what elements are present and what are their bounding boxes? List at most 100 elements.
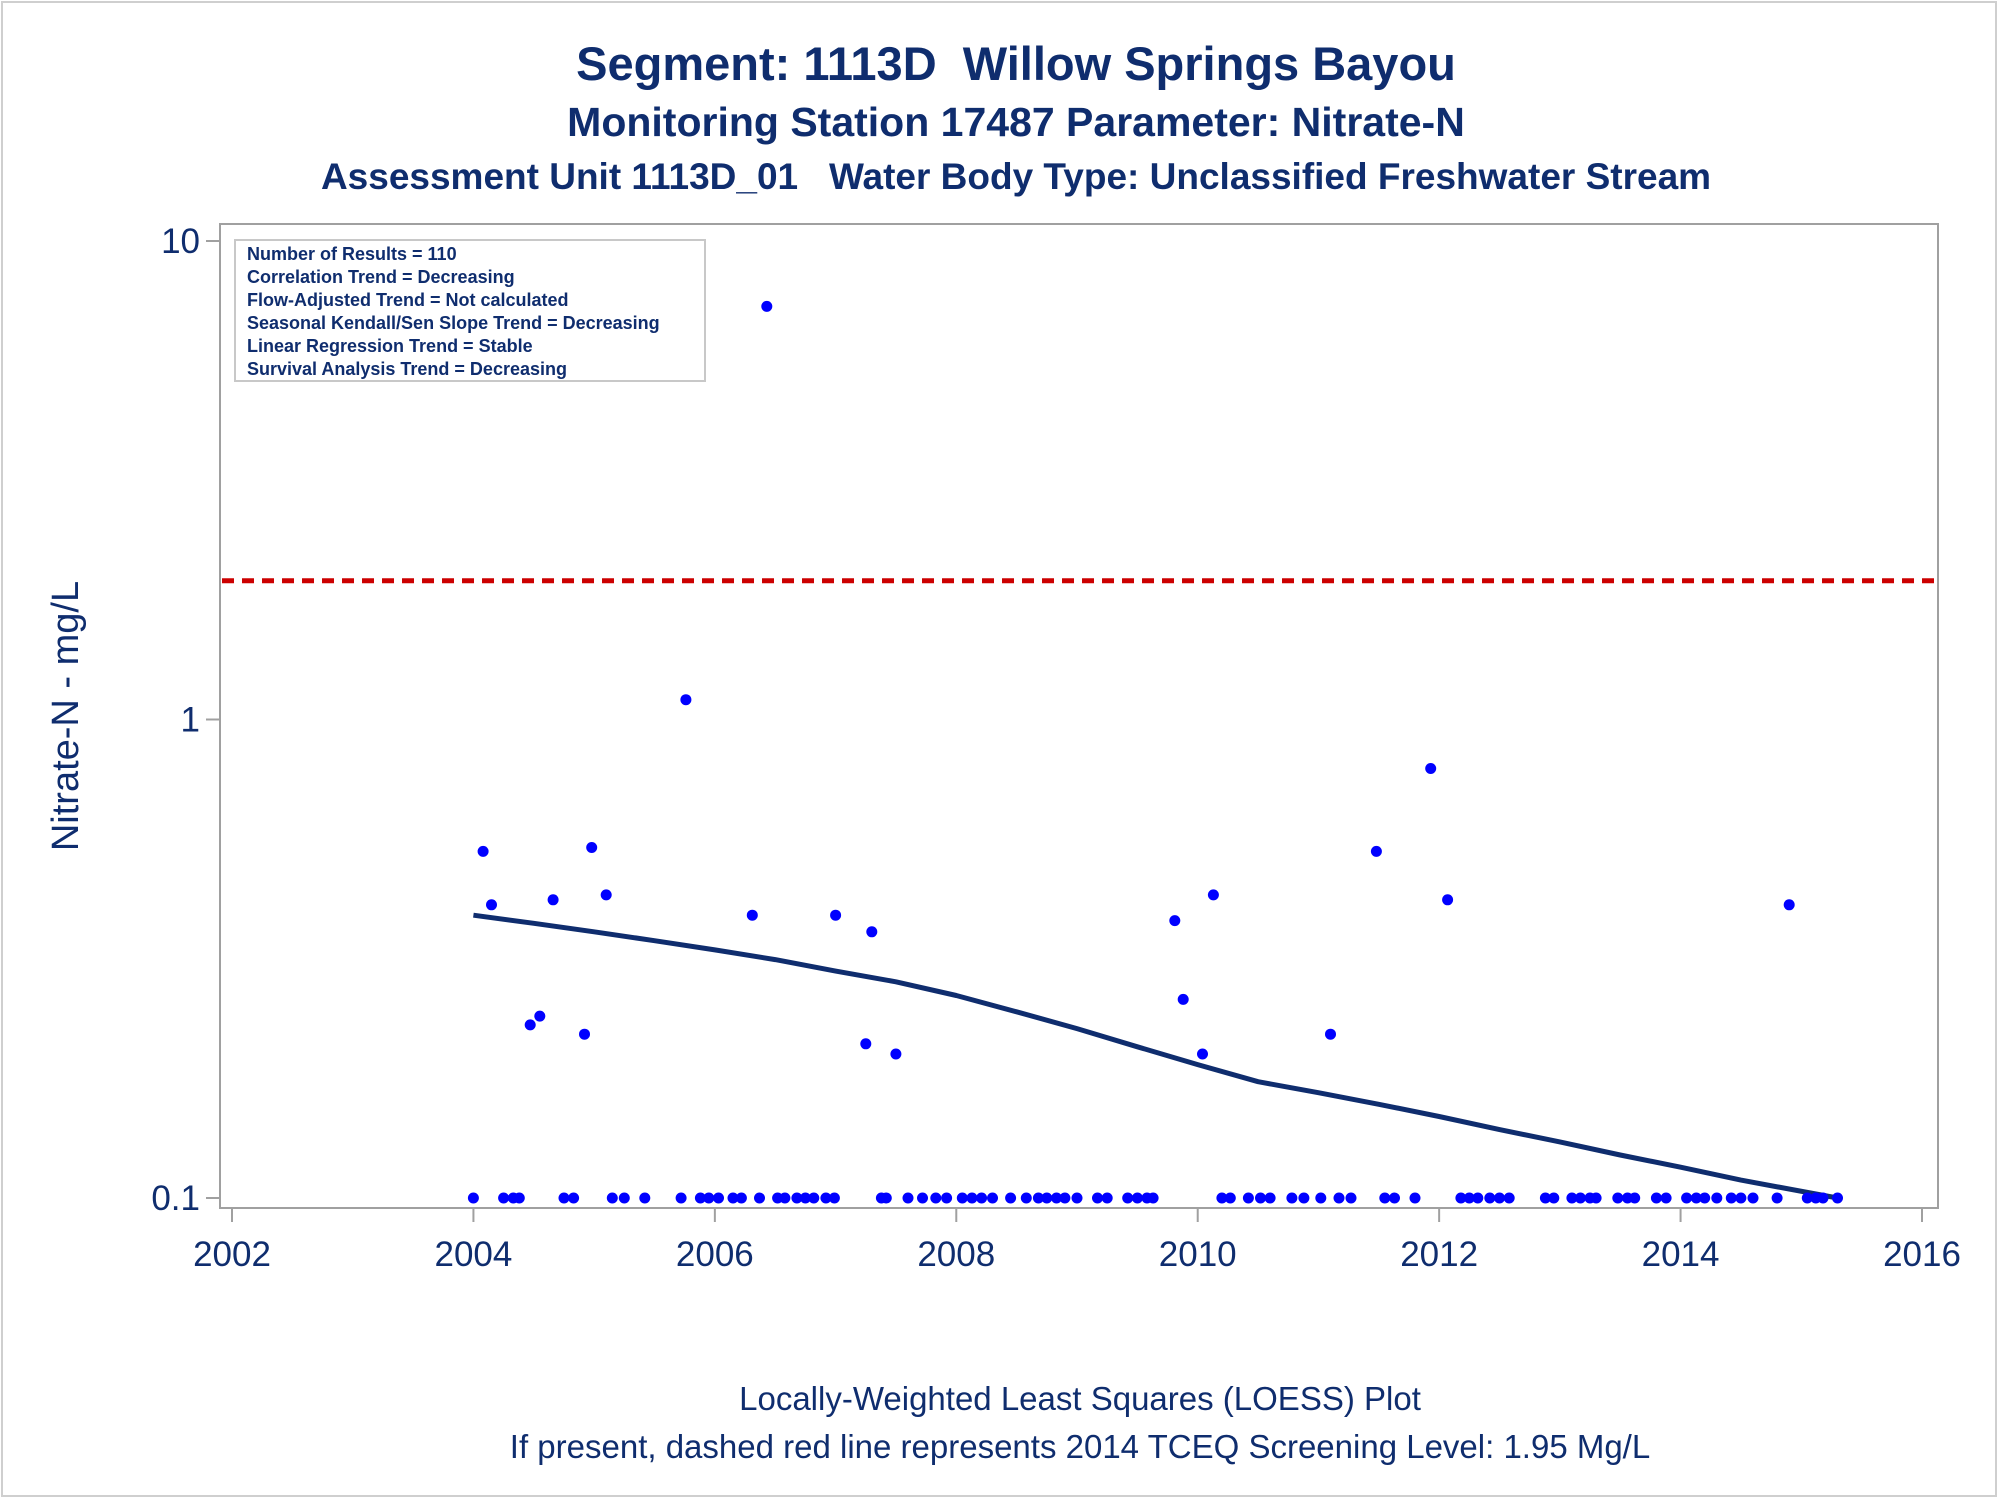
data-point bbox=[880, 1192, 892, 1204]
x-tick-label: 2004 bbox=[434, 1235, 512, 1274]
data-point bbox=[1832, 1192, 1843, 1204]
data-point bbox=[568, 1192, 580, 1204]
data-point bbox=[1242, 1192, 1254, 1204]
stats-box bbox=[234, 239, 706, 382]
stats-line: Correlation Trend = Decreasing bbox=[247, 267, 515, 287]
data-point bbox=[1442, 894, 1454, 906]
y-tick-label: 0.1 bbox=[151, 1179, 200, 1218]
data-point bbox=[830, 909, 842, 921]
footnote-loess: Locally-Weighted Least Squares (LOESS) P… bbox=[739, 1380, 1421, 1417]
stats-line: Survival Analysis Trend = Decreasing bbox=[247, 359, 567, 379]
data-point bbox=[890, 1048, 902, 1060]
stats-line: Linear Regression Trend = Stable bbox=[247, 336, 533, 356]
data-point bbox=[779, 1192, 791, 1204]
data-point bbox=[1315, 1192, 1327, 1204]
data-point bbox=[1817, 1192, 1829, 1204]
data-point bbox=[860, 1038, 872, 1050]
data-point bbox=[1612, 1192, 1624, 1204]
data-point bbox=[1325, 1028, 1336, 1040]
data-point bbox=[680, 694, 692, 706]
data-point bbox=[1711, 1192, 1723, 1204]
data-point bbox=[1699, 1192, 1711, 1204]
data-point bbox=[1216, 1192, 1228, 1204]
data-point bbox=[1197, 1048, 1208, 1060]
data-point bbox=[866, 926, 878, 938]
data-point bbox=[1255, 1192, 1266, 1204]
data-point bbox=[547, 894, 559, 906]
data-point bbox=[791, 1192, 803, 1204]
data-point bbox=[1503, 1192, 1515, 1204]
stats-line: Flow-Adjusted Trend = Not calculated bbox=[247, 290, 569, 310]
data-point bbox=[727, 1192, 739, 1204]
data-point bbox=[1131, 1192, 1143, 1204]
data-point bbox=[1590, 1192, 1602, 1204]
data-point bbox=[1177, 993, 1189, 1005]
data-point bbox=[1005, 1192, 1017, 1204]
data-point bbox=[1484, 1192, 1496, 1204]
data-point bbox=[513, 1192, 525, 1204]
data-point bbox=[1660, 1192, 1672, 1204]
data-point bbox=[1059, 1192, 1071, 1204]
x-tick-label: 2006 bbox=[676, 1235, 754, 1274]
data-point bbox=[1092, 1192, 1103, 1204]
data-point bbox=[1463, 1192, 1475, 1204]
data-point bbox=[1566, 1192, 1578, 1204]
data-point bbox=[820, 1192, 832, 1204]
chart-subtitle-2: Assessment Unit 1113D_01 Water Body Type… bbox=[320, 156, 1712, 197]
data-point bbox=[976, 1192, 988, 1204]
data-point bbox=[761, 300, 773, 312]
data-point bbox=[1286, 1192, 1298, 1204]
data-point bbox=[606, 1192, 618, 1204]
data-point bbox=[1629, 1192, 1641, 1204]
data-point bbox=[754, 1192, 765, 1204]
data-point bbox=[558, 1192, 570, 1204]
y-tick-label: 10 bbox=[161, 222, 200, 261]
data-point bbox=[956, 1192, 968, 1204]
data-point bbox=[1771, 1192, 1783, 1204]
data-point bbox=[1725, 1192, 1737, 1204]
data-point bbox=[1101, 1192, 1113, 1204]
x-tick-label: 2008 bbox=[917, 1235, 995, 1274]
data-point bbox=[941, 1192, 953, 1204]
data-point bbox=[1207, 889, 1219, 901]
data-point bbox=[1147, 1192, 1159, 1204]
data-point bbox=[534, 1010, 546, 1022]
data-point bbox=[1650, 1192, 1662, 1204]
data-point bbox=[1472, 1192, 1484, 1204]
data-point bbox=[1409, 1192, 1421, 1204]
data-point bbox=[1735, 1192, 1747, 1204]
data-point bbox=[1071, 1192, 1083, 1204]
data-point bbox=[1389, 1192, 1400, 1204]
data-point bbox=[675, 1192, 687, 1204]
x-tick-label: 2002 bbox=[193, 1235, 271, 1274]
data-point bbox=[1122, 1192, 1134, 1204]
data-point bbox=[902, 1192, 914, 1204]
data-point bbox=[618, 1192, 630, 1204]
plot-area bbox=[219, 223, 1939, 1209]
data-point bbox=[1020, 1192, 1032, 1204]
data-point bbox=[917, 1192, 928, 1204]
data-point bbox=[1370, 845, 1382, 857]
loess-curve bbox=[473, 912, 1838, 1201]
data-point bbox=[1747, 1192, 1759, 1204]
data-point bbox=[1169, 915, 1181, 927]
data-point bbox=[1783, 899, 1795, 911]
y-tick-label: 1 bbox=[181, 701, 200, 740]
data-point bbox=[1379, 1192, 1391, 1204]
data-point bbox=[1494, 1192, 1505, 1204]
y-axis-title: Nitrate-N - mg/L bbox=[45, 581, 87, 851]
data-point bbox=[930, 1192, 942, 1204]
data-point bbox=[498, 1192, 510, 1204]
data-point bbox=[694, 1192, 706, 1204]
x-tick-label: 2010 bbox=[1159, 1235, 1237, 1274]
data-point bbox=[1681, 1192, 1693, 1204]
data-point bbox=[1539, 1192, 1551, 1204]
footnote-screening: If present, dashed red line represents 2… bbox=[509, 1428, 1651, 1465]
data-point bbox=[1345, 1192, 1357, 1204]
chart-title: Segment: 1113D Willow Springs Bayou bbox=[576, 37, 1456, 90]
data-point bbox=[1224, 1192, 1236, 1204]
data-point bbox=[1264, 1192, 1276, 1204]
data-point bbox=[1574, 1192, 1586, 1204]
data-point bbox=[703, 1192, 715, 1204]
data-point bbox=[524, 1019, 536, 1031]
